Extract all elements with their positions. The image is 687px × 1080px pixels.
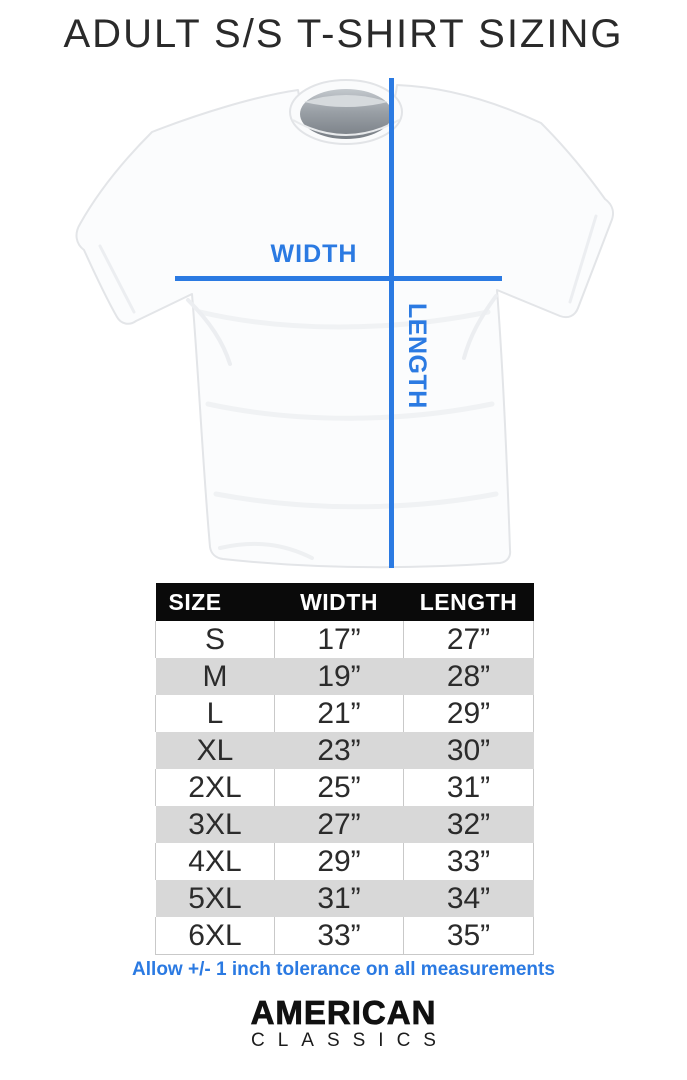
size-cell: M [155,658,275,695]
right-cuff-fold [568,214,598,304]
tolerance-note: Allow +/- 1 inch tolerance on all measur… [132,959,555,980]
width-cell: 23” [274,732,404,769]
wrinkle-low [213,491,499,510]
left-armpit-crease [186,298,232,366]
size-table-header: SIZE WIDTH LENGTH [155,583,534,621]
wrinkle-chest [197,309,491,330]
brand-line1: AMERICAN [250,994,437,1032]
back-collar [304,95,388,107]
table-row: L 21” 29” [155,695,534,732]
width-cell: 33” [274,917,404,955]
table-row: 2XL 25” 31” [155,769,534,806]
size-table: SIZE WIDTH LENGTH S 17” 27” M 19” 28” L … [155,583,534,955]
size-cell: 5XL [155,880,275,917]
table-row: 6XL 33” 35” [155,917,534,955]
length-cell: 27” [403,621,534,658]
brand-line2: CLASSICS [251,1030,449,1051]
size-cell: L [155,695,275,732]
col-header-size: SIZE [155,583,275,621]
width-cell: 27” [274,806,404,843]
length-cell: 30” [403,732,534,769]
length-cell: 32” [403,806,534,843]
tshirt-diagram: WIDTH LENGTH [0,70,687,585]
left-cuff-fold [98,244,136,314]
width-label: WIDTH [270,240,358,268]
table-row: 3XL 27” 32” [155,806,534,843]
size-cell: XL [155,732,275,769]
length-cell: 29” [403,695,534,732]
width-cell: 31” [274,880,404,917]
size-cell: 6XL [155,917,275,955]
length-cell: 34” [403,880,534,917]
length-measure-line [389,78,394,568]
width-cell: 19” [274,658,404,695]
col-header-width: WIDTH [274,583,404,621]
table-row: M 19” 28” [155,658,534,695]
table-row: 4XL 29” 33” [155,843,534,880]
width-cell: 17” [274,621,404,658]
length-cell: 28” [403,658,534,695]
right-armpit-crease [462,294,498,360]
size-cell: 4XL [155,843,275,880]
size-cell: 3XL [155,806,275,843]
wrinkle-mid [205,401,495,421]
width-cell: 29” [274,843,404,880]
size-table-body: S 17” 27” M 19” 28” L 21” 29” XL 23” 30”… [155,621,534,955]
width-cell: 21” [274,695,404,732]
table-row: 5XL 31” 34” [155,880,534,917]
col-header-length: LENGTH [403,583,534,621]
width-measure-line [175,276,502,281]
collar-shadow [292,119,400,136]
hem-fold [218,541,314,560]
size-cell: S [155,621,275,658]
table-row: S 17” 27” [155,621,534,658]
tshirt-illustration [75,79,614,569]
size-cell: 2XL [155,769,275,806]
length-cell: 35” [403,917,534,955]
width-cell: 25” [274,769,404,806]
length-label: LENGTH [403,303,431,409]
length-cell: 33” [403,843,534,880]
page-title: ADULT S/S T-SHIRT SIZING [63,12,624,56]
table-row: XL 23” 30” [155,732,534,769]
length-cell: 31” [403,769,534,806]
